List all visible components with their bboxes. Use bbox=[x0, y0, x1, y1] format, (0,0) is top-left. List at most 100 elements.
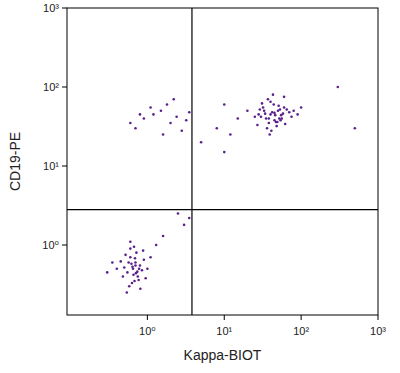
quadrant-line-x bbox=[191, 8, 192, 315]
point bbox=[134, 127, 137, 130]
point bbox=[141, 269, 144, 272]
point bbox=[139, 264, 142, 267]
point bbox=[246, 109, 249, 112]
point bbox=[129, 247, 132, 250]
y-tick bbox=[62, 166, 67, 167]
quadrant-line-y bbox=[67, 209, 378, 210]
plot-frame bbox=[67, 8, 378, 315]
point bbox=[277, 104, 280, 107]
point bbox=[223, 151, 226, 154]
point bbox=[284, 123, 287, 126]
point bbox=[129, 122, 132, 125]
point bbox=[143, 258, 146, 261]
point bbox=[261, 102, 264, 105]
point bbox=[172, 98, 175, 101]
point bbox=[135, 251, 138, 254]
point bbox=[175, 115, 178, 118]
point bbox=[288, 111, 291, 114]
point bbox=[262, 106, 265, 109]
point bbox=[276, 121, 279, 124]
point bbox=[115, 267, 118, 270]
point bbox=[263, 109, 266, 112]
x-tick bbox=[224, 315, 225, 320]
point bbox=[144, 277, 147, 280]
point bbox=[283, 96, 286, 99]
point bbox=[216, 127, 219, 130]
x-axis-title: Kappa-BIOT bbox=[184, 347, 262, 363]
y-tick-label: 10⁰ bbox=[42, 239, 59, 251]
point bbox=[354, 127, 357, 130]
point bbox=[166, 103, 169, 106]
point bbox=[268, 117, 271, 120]
point bbox=[137, 279, 140, 282]
point bbox=[188, 217, 191, 220]
point bbox=[290, 115, 293, 118]
point bbox=[257, 113, 260, 116]
point bbox=[149, 106, 152, 109]
x-tick-label: 10² bbox=[293, 325, 309, 337]
point bbox=[130, 262, 133, 265]
point bbox=[106, 271, 109, 274]
y-tick bbox=[62, 245, 67, 246]
point bbox=[283, 106, 286, 109]
point bbox=[260, 115, 263, 118]
point bbox=[223, 103, 226, 106]
point bbox=[126, 271, 129, 274]
point bbox=[146, 267, 149, 270]
points bbox=[106, 86, 356, 294]
y-tick-label: 10¹ bbox=[43, 160, 59, 172]
point bbox=[337, 86, 340, 89]
quadrant bbox=[67, 8, 378, 315]
point bbox=[265, 117, 268, 120]
point bbox=[229, 133, 232, 136]
point bbox=[270, 129, 273, 132]
point bbox=[134, 261, 137, 264]
point bbox=[133, 245, 136, 248]
point bbox=[133, 280, 136, 283]
point bbox=[269, 100, 272, 103]
y-axis-title: CD19-PE bbox=[7, 132, 23, 191]
point bbox=[183, 224, 186, 227]
y-tick-label: 10³ bbox=[43, 2, 59, 14]
point bbox=[111, 261, 114, 264]
point bbox=[127, 261, 130, 264]
point bbox=[268, 122, 271, 125]
point bbox=[134, 257, 137, 260]
point bbox=[275, 125, 278, 128]
point bbox=[119, 260, 122, 263]
point bbox=[180, 129, 183, 132]
point bbox=[274, 114, 277, 117]
point bbox=[296, 113, 299, 116]
point bbox=[135, 272, 138, 275]
point bbox=[160, 109, 163, 112]
point bbox=[272, 93, 275, 96]
y-tick bbox=[62, 87, 67, 88]
point bbox=[300, 106, 303, 109]
point bbox=[139, 113, 142, 116]
point bbox=[129, 256, 132, 259]
point bbox=[162, 235, 165, 238]
point bbox=[200, 141, 203, 144]
point bbox=[152, 113, 155, 116]
point bbox=[131, 282, 134, 285]
point bbox=[256, 124, 259, 127]
point bbox=[131, 265, 134, 268]
point bbox=[285, 108, 288, 111]
x-tick bbox=[301, 315, 302, 320]
point bbox=[143, 117, 146, 120]
x-tick-label: 10³ bbox=[370, 325, 386, 337]
point bbox=[266, 127, 269, 130]
point bbox=[169, 122, 172, 125]
point bbox=[134, 264, 137, 267]
point bbox=[139, 287, 142, 290]
point bbox=[124, 254, 127, 257]
point bbox=[271, 111, 274, 114]
point bbox=[236, 117, 239, 120]
point bbox=[280, 117, 283, 120]
point bbox=[177, 212, 180, 215]
point bbox=[149, 256, 152, 259]
point bbox=[267, 98, 270, 101]
point bbox=[188, 111, 191, 114]
point bbox=[128, 285, 131, 288]
x-tick-label: 10⁰ bbox=[139, 325, 156, 337]
